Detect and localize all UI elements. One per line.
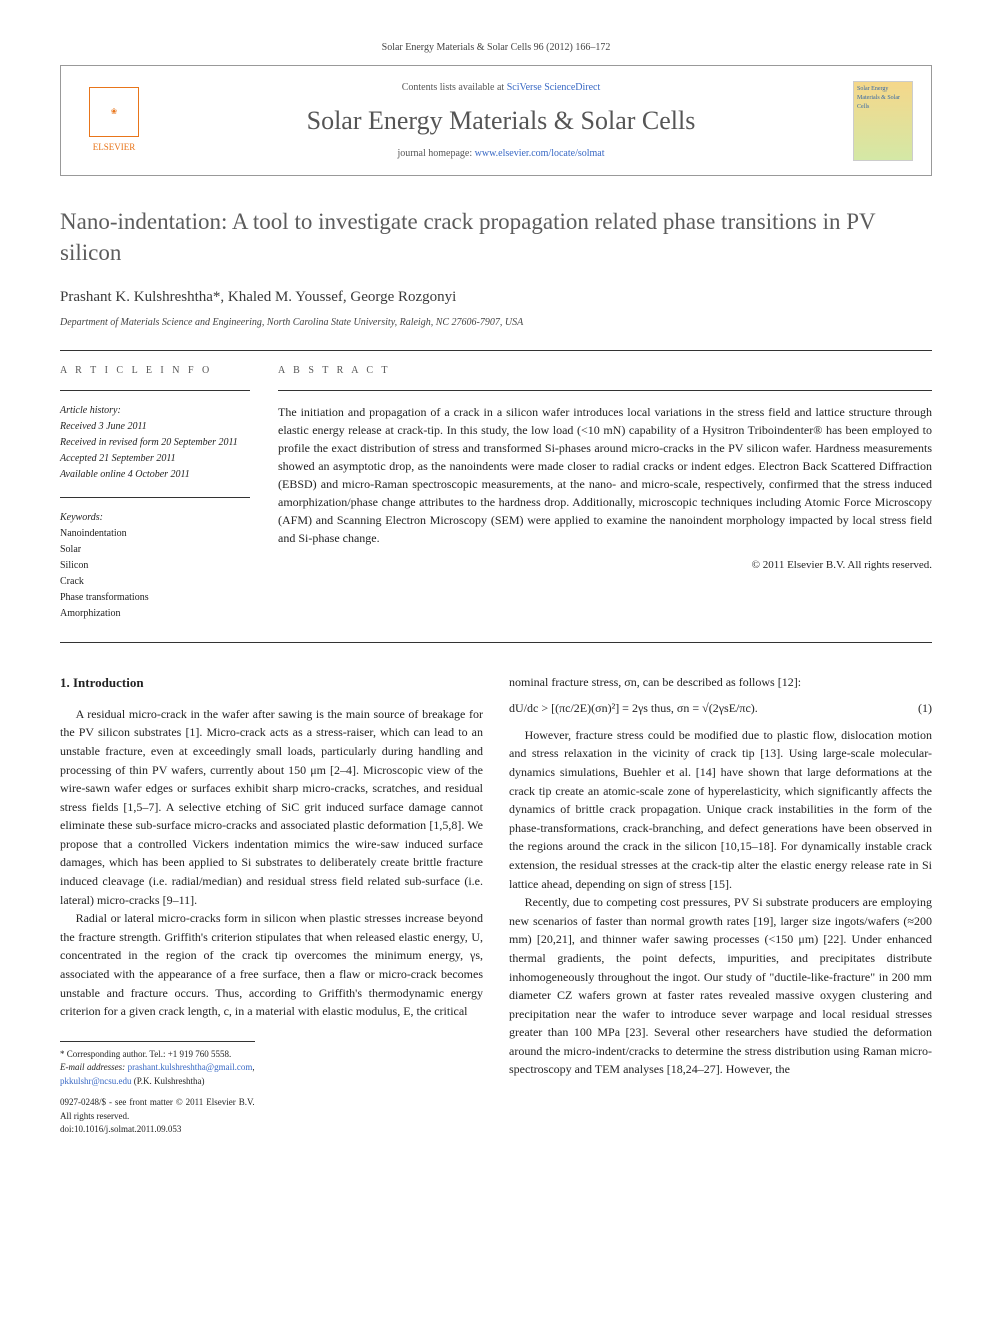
contents-line: Contents lists available at SciVerse Sci…	[149, 80, 853, 95]
body-paragraph: However, fracture stress could be modifi…	[509, 726, 932, 893]
homepage-line: journal homepage: www.elsevier.com/locat…	[149, 146, 853, 161]
email-link[interactable]: prashant.kulshreshtha@gmail.com	[128, 1062, 253, 1072]
abstract-copyright: © 2011 Elsevier B.V. All rights reserved…	[278, 557, 932, 574]
corresponding-author: * Corresponding author. Tel.: +1 919 760…	[60, 1048, 255, 1062]
article-info-column: A R T I C L E I N F O Article history: R…	[60, 363, 250, 622]
body-paragraph: Radial or lateral micro-cracks form in s…	[60, 909, 483, 1021]
article-info-head: A R T I C L E I N F O	[60, 363, 250, 378]
abstract-text: The initiation and propagation of a crac…	[278, 403, 932, 547]
email-link[interactable]: pkkulshr@ncsu.edu	[60, 1076, 132, 1086]
keyword: Nanoindentation	[60, 526, 250, 542]
column-left: 1. Introduction A residual micro-crack i…	[60, 673, 483, 1137]
contents-prefix: Contents lists available at	[402, 82, 507, 93]
rule	[278, 390, 932, 391]
history-online: Available online 4 October 2011	[60, 467, 250, 483]
affiliation: Department of Materials Science and Engi…	[60, 315, 932, 330]
rule	[60, 390, 250, 391]
body-columns: 1. Introduction A residual micro-crack i…	[60, 673, 932, 1137]
meta-abstract-row: A R T I C L E I N F O Article history: R…	[60, 363, 932, 622]
article-title: Nano-indentation: A tool to investigate …	[60, 206, 932, 268]
email-label: E-mail addresses:	[60, 1062, 128, 1072]
body-paragraph: A residual micro-crack in the wafer afte…	[60, 705, 483, 910]
journal-reference: Solar Energy Materials & Solar Cells 96 …	[60, 40, 932, 55]
keyword: Amorphization	[60, 606, 250, 622]
authors: Prashant K. Kulshreshtha*, Khaled M. You…	[60, 286, 932, 309]
section-head-intro: 1. Introduction	[60, 673, 483, 693]
body-paragraph: Recently, due to competing cost pressure…	[509, 893, 932, 1079]
journal-title: Solar Energy Materials & Solar Cells	[149, 101, 853, 140]
keywords-block: Keywords: Nanoindentation Solar Silicon …	[60, 510, 250, 622]
column-right: nominal fracture stress, σn, can be desc…	[509, 673, 932, 1137]
article-history: Article history: Received 3 June 2011 Re…	[60, 403, 250, 483]
journal-cover-thumbnail: Solar Energy Materials & Solar Cells	[853, 81, 913, 161]
history-revised: Received in revised form 20 September 20…	[60, 435, 250, 451]
abstract-head: A B S T R A C T	[278, 363, 932, 378]
keyword: Silicon	[60, 558, 250, 574]
homepage-prefix: journal homepage:	[397, 148, 474, 159]
equation: dU/dc > [(πc/2E)(σn)²] = 2γs thus, σn = …	[509, 699, 932, 718]
history-received: Received 3 June 2011	[60, 419, 250, 435]
elsevier-logo: ❀ ELSEVIER	[79, 87, 149, 155]
equation-number: (1)	[918, 699, 932, 718]
email-name: (P.K. Kulshreshtha)	[134, 1076, 205, 1086]
rule	[60, 350, 932, 351]
elsevier-tree-icon: ❀	[89, 87, 139, 137]
header-center: Contents lists available at SciVerse Sci…	[149, 80, 853, 161]
history-accepted: Accepted 21 September 2011	[60, 451, 250, 467]
abstract-column: A B S T R A C T The initiation and propa…	[278, 363, 932, 622]
footnotes: * Corresponding author. Tel.: +1 919 760…	[60, 1041, 255, 1137]
rule	[60, 642, 932, 643]
history-label: Article history:	[60, 403, 250, 419]
journal-header-box: ❀ ELSEVIER Contents lists available at S…	[60, 65, 932, 176]
keyword: Solar	[60, 542, 250, 558]
email-line: E-mail addresses: prashant.kulshreshtha@…	[60, 1061, 255, 1088]
equation-body: dU/dc > [(πc/2E)(σn)²] = 2γs thus, σn = …	[509, 699, 758, 718]
doi-line: doi:10.1016/j.solmat.2011.09.053	[60, 1123, 255, 1137]
homepage-link[interactable]: www.elsevier.com/locate/solmat	[475, 148, 605, 159]
keyword: Crack	[60, 574, 250, 590]
rule	[60, 497, 250, 498]
keyword: Phase transformations	[60, 590, 250, 606]
sciencedirect-link[interactable]: SciVerse ScienceDirect	[507, 82, 601, 93]
keywords-label: Keywords:	[60, 510, 250, 526]
issn-line: 0927-0248/$ - see front matter © 2011 El…	[60, 1096, 255, 1123]
elsevier-label: ELSEVIER	[93, 142, 136, 152]
body-paragraph: nominal fracture stress, σn, can be desc…	[509, 673, 932, 692]
